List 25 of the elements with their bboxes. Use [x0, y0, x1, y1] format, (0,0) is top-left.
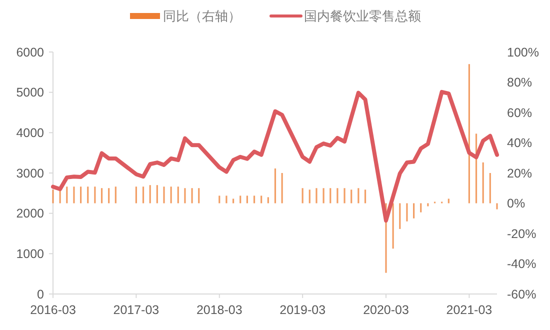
- y2-tick-label: 100%: [507, 45, 539, 60]
- x-tick-label: 2016-03: [30, 303, 76, 317]
- y2-tick-label: -60%: [507, 287, 536, 302]
- line-series: [51, 90, 499, 223]
- y-tick-label: 3000: [16, 166, 44, 180]
- y2-tick-label: -20%: [507, 226, 536, 241]
- y-tick-label: 2000: [16, 206, 44, 221]
- y-tick-label: 4000: [16, 126, 44, 140]
- y2-tick-label: 80%: [507, 76, 532, 90]
- y2-tick-label: -40%: [507, 257, 536, 272]
- y-tick-label: 5000: [16, 86, 44, 100]
- y2-tick-label: 0%: [507, 196, 526, 211]
- x-tick-label: 2018-03: [196, 303, 242, 317]
- x-tick-label: 2020-03: [363, 303, 409, 317]
- legend-label: 同比（右轴）: [163, 8, 241, 24]
- y2-tick-label: 40%: [507, 136, 532, 150]
- y-tick-label: 6000: [16, 45, 44, 60]
- y-tick-label: 0: [37, 287, 44, 302]
- x-tick-label: 2019-03: [280, 303, 326, 317]
- y2-tick-label: 20%: [507, 166, 532, 180]
- legend-label: 国内餐饮业零售总额: [304, 8, 421, 24]
- x-tick-label: 2021-03: [446, 303, 492, 317]
- y2-tick-label: 60%: [507, 106, 532, 120]
- x-tick-label: 2017-03: [113, 303, 160, 317]
- y-tick-label: 1000: [16, 247, 44, 262]
